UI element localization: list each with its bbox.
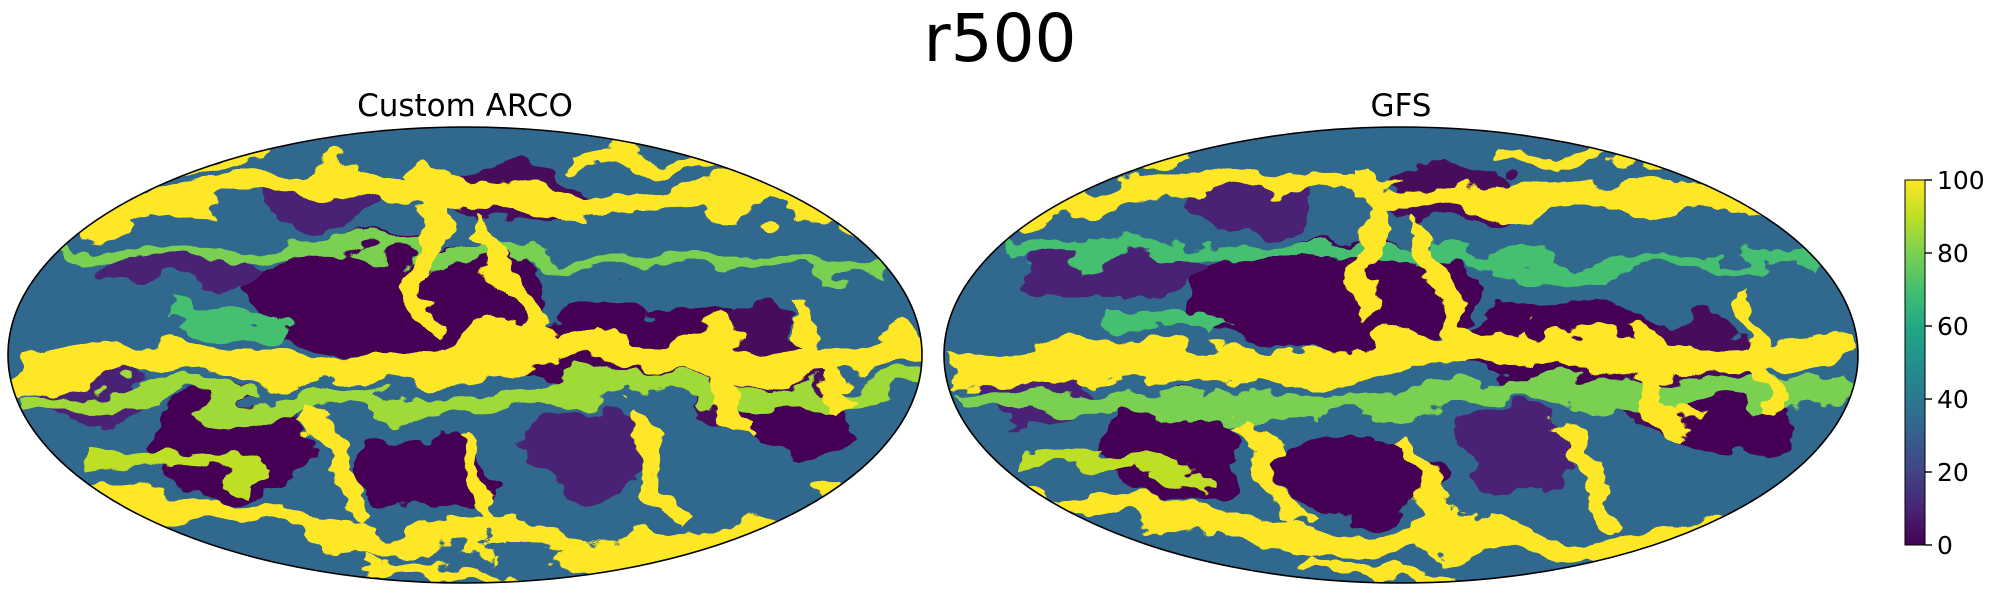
colorbar-tick-label-60: 60 [1937,312,1969,341]
colorbar-tick-label-0: 0 [1937,531,1953,560]
colorbar-tick-label-80: 80 [1937,239,1969,268]
colorbar-tick-label-40: 40 [1937,385,1969,414]
colorbar-tick-label-20: 20 [1937,458,1969,487]
colorbar [1904,179,1926,546]
panel-title-custom-arco: Custom ARCO [357,88,573,124]
colorbar-ticks: 0 20 40 60 80 100 [1925,166,1985,560]
figure-title: r500 [923,0,1077,77]
colorbar-tick-label-100: 100 [1937,166,1985,195]
map-custom-arco [0,115,935,595]
panel-title-gfs: GFS [1370,88,1432,124]
map-outline-custom-arco [7,126,923,584]
map-outline-gfs [943,126,1859,584]
map-gfs [931,115,1871,595]
